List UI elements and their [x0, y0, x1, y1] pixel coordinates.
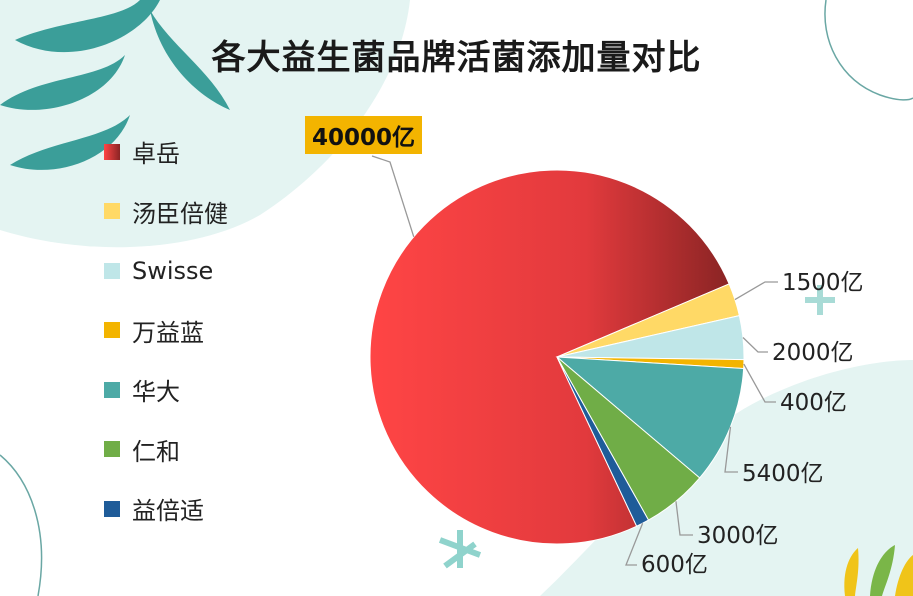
legend-item: 卓岳: [104, 122, 228, 182]
legend-swatch: [104, 203, 120, 220]
data-label: 2000亿: [772, 340, 854, 366]
leader-line: [742, 337, 768, 353]
data-label-box-zhuoyue: 40000亿: [305, 116, 422, 154]
leader-line: [625, 523, 644, 566]
data-label: 3000亿: [697, 523, 779, 549]
chart-legend: 卓岳汤臣倍健 Swisse 万益蓝华大仁和益倍适: [104, 122, 228, 539]
leader-line: [743, 363, 776, 403]
data-label: 5400亿: [742, 461, 824, 487]
data-label: 600亿: [641, 552, 708, 578]
legend-swatch: [104, 441, 120, 458]
leader-line: [724, 426, 738, 473]
legend-item: Swisse: [104, 241, 228, 301]
pie-slice: [369, 169, 730, 545]
pie-slice: [556, 356, 650, 527]
pie-slice: [555, 356, 745, 479]
leader-line: [371, 155, 415, 237]
legend-label: 益倍适: [132, 497, 204, 526]
legend-item: 万益蓝: [104, 301, 228, 361]
legend-swatch: [104, 500, 120, 517]
legend-swatch: [104, 143, 120, 160]
legend-swatch: [104, 262, 120, 279]
legend-item: 华大: [104, 360, 228, 420]
leader-line: [734, 281, 778, 301]
legend-label: 汤臣倍健: [132, 199, 228, 228]
chart-title: 各大益生菌品牌活菌添加量对比: [211, 38, 702, 78]
legend-item: 汤臣倍健: [104, 182, 228, 242]
legend-label: 华大: [132, 378, 180, 407]
legend-label: 仁和: [132, 437, 180, 466]
data-label: 400亿: [780, 390, 847, 416]
data-label: 1500亿: [782, 270, 864, 296]
legend-label: Swisse: [132, 256, 214, 285]
legend-swatch: [104, 322, 120, 339]
legend-swatch: [104, 381, 120, 398]
legend-item: 益倍适: [104, 479, 228, 539]
leader-line: [675, 501, 693, 536]
legend-label: 卓岳: [132, 140, 180, 169]
legend-label: 万益蓝: [132, 318, 204, 347]
legend-item: 仁和: [104, 420, 228, 480]
